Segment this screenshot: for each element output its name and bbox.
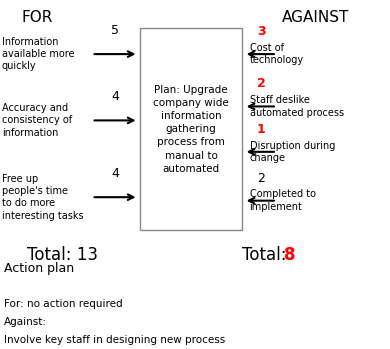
Text: Action plan: Action plan bbox=[4, 262, 74, 275]
Text: 5: 5 bbox=[111, 24, 119, 37]
Text: 2: 2 bbox=[257, 172, 265, 185]
Text: 1: 1 bbox=[257, 123, 266, 136]
Text: Free up
people's time
to do more
interesting tasks: Free up people's time to do more interes… bbox=[2, 173, 83, 221]
Text: Involve key staff in designing new process: Involve key staff in designing new proce… bbox=[4, 335, 225, 345]
Text: 4: 4 bbox=[111, 167, 119, 180]
Text: Total: 13: Total: 13 bbox=[27, 246, 98, 264]
FancyBboxPatch shape bbox=[140, 28, 242, 230]
Text: Completed to
implement: Completed to implement bbox=[250, 190, 316, 212]
Text: Cost of
technology: Cost of technology bbox=[250, 43, 304, 65]
Text: 2: 2 bbox=[257, 77, 266, 90]
Text: 4: 4 bbox=[111, 90, 119, 103]
Text: Staff deslike
automated process: Staff deslike automated process bbox=[250, 95, 344, 118]
Text: Information
available more
quickly: Information available more quickly bbox=[2, 37, 74, 72]
Text: Accuracy and
consistency of
information: Accuracy and consistency of information bbox=[2, 103, 72, 138]
Text: 8: 8 bbox=[284, 246, 295, 264]
Text: Total:: Total: bbox=[242, 246, 290, 264]
Text: For: no action required: For: no action required bbox=[4, 299, 122, 309]
Text: Plan: Upgrade
company wide
information
gathering
process from
manual to
automate: Plan: Upgrade company wide information g… bbox=[153, 84, 229, 174]
Text: FOR: FOR bbox=[21, 10, 53, 25]
Text: Against:: Against: bbox=[4, 317, 47, 327]
Text: AGAINST: AGAINST bbox=[282, 10, 349, 25]
Text: 3: 3 bbox=[257, 25, 266, 38]
Text: Disruption during
change: Disruption during change bbox=[250, 141, 335, 163]
